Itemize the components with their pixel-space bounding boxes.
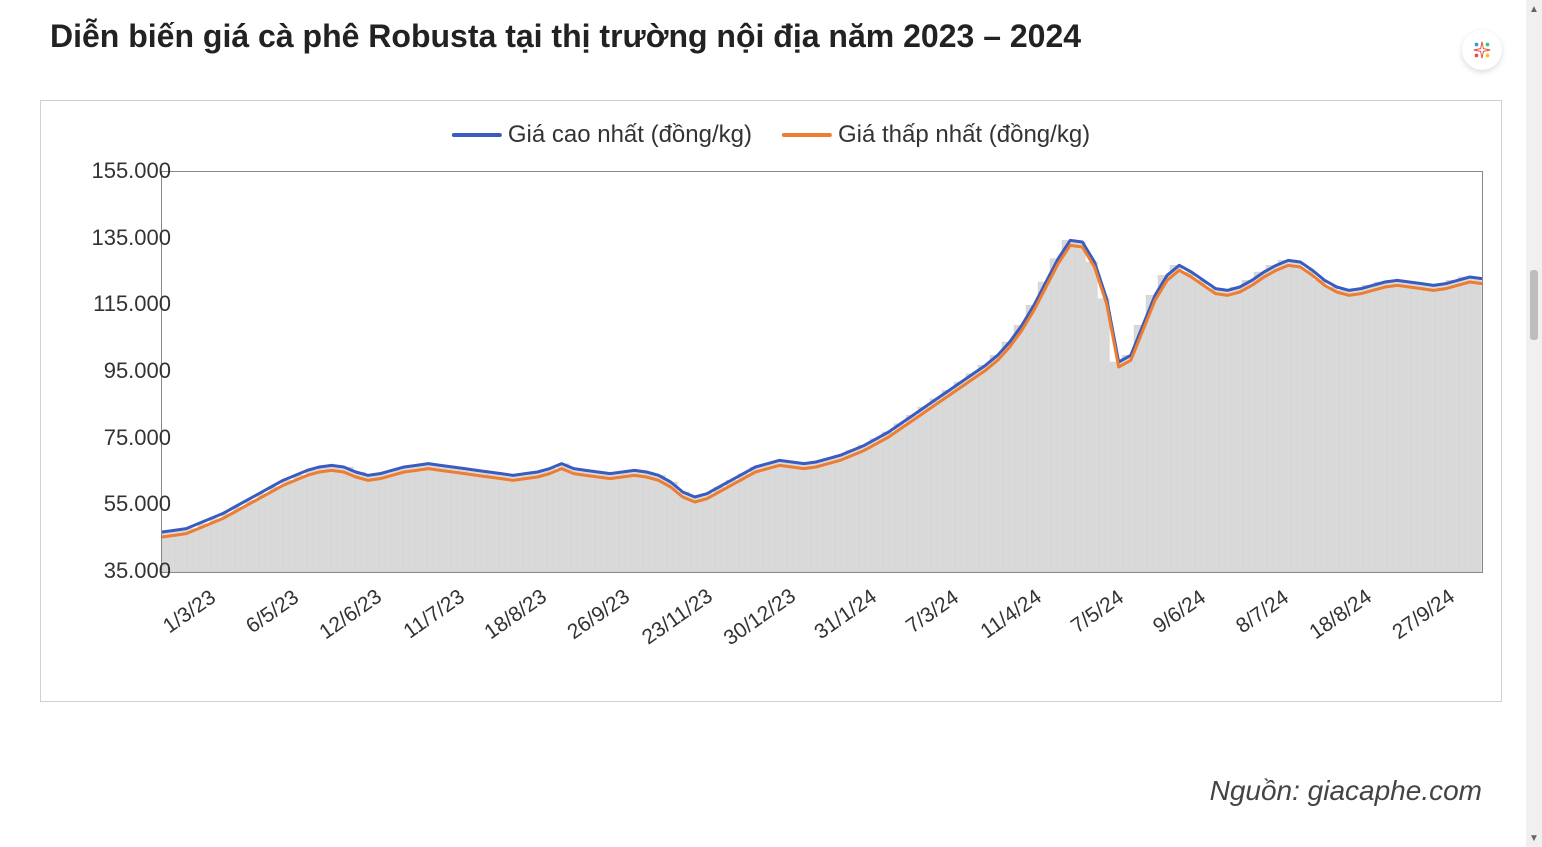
legend-line-low-icon — [782, 133, 832, 137]
x-tick-label: 18/8/24 — [1306, 585, 1377, 645]
x-tick-label: 1/3/23 — [159, 586, 221, 639]
legend-item-low: Giá thấp nhất (đồng/kg) — [782, 121, 1090, 149]
scroll-up-arrow-icon[interactable]: ▲ — [1529, 4, 1539, 14]
app-logo-icon[interactable] — [1462, 30, 1502, 70]
x-tick-label: 11/4/24 — [977, 585, 1047, 644]
x-tick-label: 18/8/23 — [481, 585, 552, 645]
chart-plot-area — [161, 171, 1483, 573]
scroll-down-arrow-icon[interactable]: ▼ — [1529, 833, 1539, 843]
y-tick-label: 95.000 — [61, 358, 171, 384]
vertical-scrollbar[interactable]: ▲ ▼ — [1526, 0, 1542, 847]
chart-legend: Giá cao nhất (đồng/kg) Giá thấp nhất (đồ… — [452, 121, 1090, 149]
page-root: Diễn biến giá cà phê Robusta tại thị trư… — [0, 0, 1542, 847]
y-tick-label: 135.000 — [61, 225, 171, 251]
x-tick-label: 6/5/23 — [242, 586, 304, 639]
legend-label-high: Giá cao nhất (đồng/kg) — [508, 121, 752, 149]
x-tick-label: 30/12/23 — [719, 584, 800, 651]
y-tick-label: 75.000 — [61, 425, 171, 451]
y-tick-label: 35.000 — [61, 558, 171, 584]
x-tick-label: 8/7/24 — [1232, 586, 1294, 639]
x-tick-label: 31/1/24 — [811, 585, 882, 645]
legend-label-low: Giá thấp nhất (đồng/kg) — [838, 121, 1090, 149]
x-tick-label: 26/9/23 — [563, 585, 634, 645]
x-tick-label: 12/6/23 — [316, 585, 387, 645]
chart-title: Diễn biến giá cà phê Robusta tại thị trư… — [50, 18, 1081, 55]
y-tick-label: 55.000 — [61, 491, 171, 517]
x-tick-label: 23/11/23 — [638, 584, 717, 650]
x-tick-label: 27/9/24 — [1388, 585, 1459, 645]
scrollbar-track[interactable] — [1528, 20, 1540, 827]
y-tick-label: 155.000 — [61, 158, 171, 184]
legend-item-high: Giá cao nhất (đồng/kg) — [452, 121, 752, 149]
x-tick-label: 11/7/23 — [399, 585, 469, 644]
x-tick-label: 7/5/24 — [1067, 586, 1129, 639]
x-tick-label: 9/6/24 — [1149, 586, 1211, 639]
x-tick-label: 7/3/24 — [902, 586, 964, 639]
chart-frame: Giá cao nhất (đồng/kg) Giá thấp nhất (đồ… — [40, 100, 1502, 702]
chart-svg — [162, 172, 1482, 572]
chart-source-text: Nguồn: giacaphe.com — [1210, 775, 1482, 807]
scrollbar-thumb[interactable] — [1530, 270, 1538, 340]
y-tick-label: 115.000 — [61, 291, 171, 317]
legend-line-high-icon — [452, 133, 502, 137]
